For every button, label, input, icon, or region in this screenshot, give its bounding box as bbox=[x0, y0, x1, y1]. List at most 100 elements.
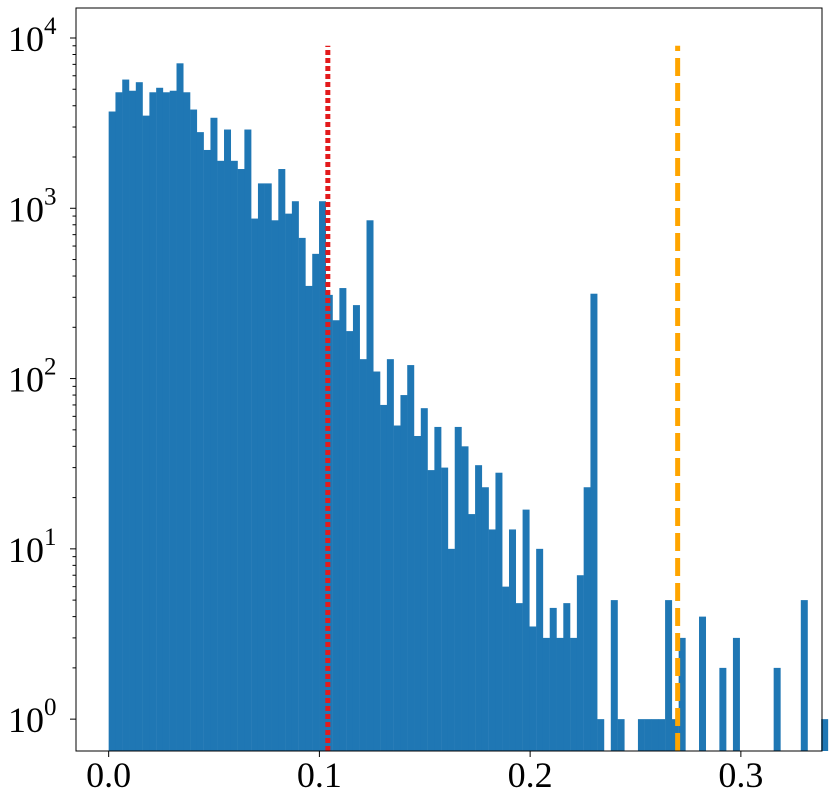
histogram-bar bbox=[332, 320, 340, 751]
histogram-bar bbox=[502, 586, 510, 751]
histogram-bar bbox=[800, 600, 808, 751]
histogram-bar bbox=[468, 514, 476, 751]
histogram-bar bbox=[169, 90, 177, 752]
histogram-bar bbox=[597, 719, 605, 751]
y-tick-label: 100 bbox=[8, 694, 57, 740]
histogram-bar bbox=[434, 426, 442, 751]
histogram-bar bbox=[176, 63, 184, 751]
x-tick-label: 0.0 bbox=[86, 755, 131, 795]
histogram-bar bbox=[590, 293, 598, 751]
histogram-bar bbox=[583, 487, 591, 751]
histogram-bar bbox=[196, 132, 204, 751]
histogram-bar bbox=[244, 129, 252, 751]
histogram-bar bbox=[135, 82, 143, 751]
histogram-bar bbox=[366, 220, 374, 752]
x-tick-label: 0.3 bbox=[718, 755, 763, 795]
histogram-bar bbox=[414, 435, 422, 751]
histogram-bar bbox=[278, 169, 286, 751]
histogram-bar bbox=[203, 149, 211, 751]
y-tick-label: 102 bbox=[8, 354, 57, 400]
histogram-bar bbox=[156, 87, 164, 751]
histogram-bar bbox=[420, 408, 428, 751]
histogram-bar bbox=[373, 371, 381, 751]
histogram-bar bbox=[576, 575, 584, 751]
histogram-bar bbox=[658, 719, 666, 751]
histogram-bar bbox=[488, 529, 496, 751]
histogram-bar bbox=[732, 637, 740, 751]
histogram-bar bbox=[495, 472, 503, 751]
histogram-bar bbox=[515, 603, 523, 751]
histogram-bar bbox=[359, 359, 367, 751]
histogram-bar bbox=[637, 719, 645, 751]
histogram-bar bbox=[298, 237, 306, 751]
histogram-bar bbox=[678, 637, 686, 751]
histogram-bar bbox=[264, 183, 272, 751]
histogram-bar bbox=[305, 285, 313, 751]
histogram-bar bbox=[699, 616, 707, 751]
histogram-bar bbox=[129, 90, 137, 752]
histogram-bar bbox=[617, 719, 625, 751]
y-tick-label: 101 bbox=[8, 524, 57, 570]
histogram-bars bbox=[108, 63, 829, 752]
histogram-bar bbox=[665, 600, 673, 751]
histogram-bar bbox=[447, 548, 455, 751]
histogram-bar bbox=[386, 359, 394, 751]
histogram-bar bbox=[319, 201, 327, 752]
histogram-bar bbox=[346, 331, 354, 751]
histogram-bar bbox=[285, 213, 293, 751]
histogram-bar bbox=[400, 395, 408, 751]
axes-frame bbox=[75, 7, 823, 752]
histogram-bar bbox=[162, 92, 170, 751]
histogram-bar bbox=[522, 509, 530, 751]
threshold-lines bbox=[325, 45, 681, 751]
histogram-bar bbox=[719, 667, 727, 751]
histogram-bar bbox=[556, 637, 564, 751]
x-axis-ticks: 0.0 0.1 0.2 0.3 bbox=[86, 751, 763, 795]
histogram-bar bbox=[190, 109, 198, 752]
histogram-bar bbox=[230, 160, 238, 751]
histogram-bar bbox=[651, 719, 659, 751]
x-tick-label: 0.1 bbox=[297, 755, 342, 795]
histogram-bar bbox=[183, 92, 191, 751]
histogram-bar bbox=[542, 637, 550, 751]
histogram-bar bbox=[427, 470, 435, 751]
histogram-bar bbox=[149, 92, 157, 751]
histogram-bar bbox=[509, 529, 517, 751]
histogram-bar bbox=[529, 626, 537, 751]
histogram-bar bbox=[210, 117, 218, 751]
histogram-bar bbox=[352, 305, 360, 751]
histogram-bar bbox=[271, 220, 279, 752]
histogram-bar bbox=[610, 600, 618, 751]
histogram-bar bbox=[257, 183, 265, 751]
x-tick-label: 0.2 bbox=[508, 755, 553, 795]
histogram-bar bbox=[312, 253, 320, 751]
histogram-bar bbox=[393, 425, 401, 751]
histogram-bar bbox=[251, 218, 259, 751]
histogram-bar bbox=[475, 465, 483, 751]
histogram-bar bbox=[563, 603, 571, 751]
histogram-bar bbox=[821, 719, 829, 751]
y-axis-ticks: 100 101 102 103 104 bbox=[8, 13, 76, 740]
histogram-bar bbox=[773, 667, 781, 751]
histogram-bar bbox=[536, 548, 544, 751]
histogram-bar bbox=[407, 365, 415, 751]
histogram-bar bbox=[224, 129, 232, 751]
histogram-bar bbox=[481, 487, 489, 751]
histogram-bar bbox=[454, 426, 462, 751]
histogram-bar bbox=[339, 288, 347, 751]
histogram-bar bbox=[291, 201, 299, 752]
histogram-bar bbox=[108, 111, 116, 751]
histogram-bar bbox=[461, 446, 469, 751]
histogram-bar bbox=[115, 92, 123, 751]
histogram-bar bbox=[217, 160, 225, 751]
y-tick-label: 104 bbox=[8, 13, 57, 59]
histogram-bar bbox=[237, 169, 245, 751]
histogram-bar bbox=[644, 719, 652, 751]
histogram-bar bbox=[142, 115, 150, 751]
histogram-bar bbox=[122, 79, 130, 751]
histogram-bar bbox=[441, 467, 449, 751]
histogram-bar bbox=[380, 404, 388, 751]
histogram-bar bbox=[549, 607, 557, 751]
y-tick-label: 103 bbox=[8, 183, 57, 229]
